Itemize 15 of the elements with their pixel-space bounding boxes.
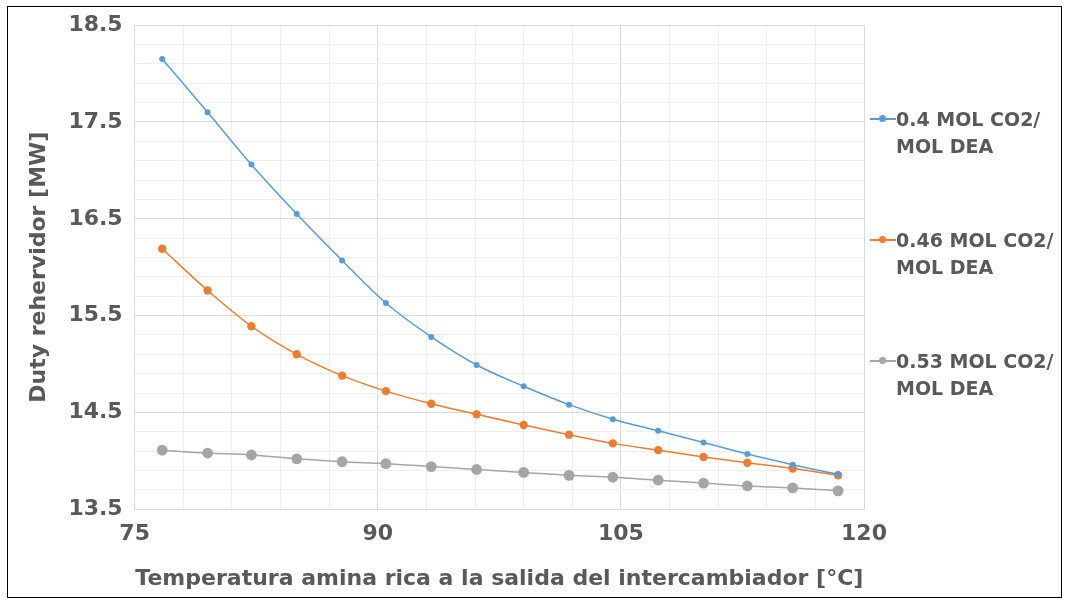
y-axis-title: Duty rehervidor [MW] <box>24 131 50 403</box>
x-tick-label: 120 <box>841 520 887 546</box>
y-tick-label: 18.5 <box>68 10 123 36</box>
legend-label: 0.46 MOL CO2/ MOL DEA <box>896 228 1055 281</box>
x-tick-label: 90 <box>362 520 394 546</box>
x-tick-label: 105 <box>597 520 644 546</box>
y-tick-label: 16.5 <box>68 204 123 230</box>
legend-label: 0.4 MOL CO2/ MOL DEA <box>896 107 1042 160</box>
legend-label: 0.53 MOL CO2/ MOL DEA <box>896 349 1055 402</box>
x-tick-label: 75 <box>119 520 150 546</box>
y-tick-label: 17.5 <box>68 107 123 133</box>
y-tick-label: 14.5 <box>68 398 123 424</box>
y-tick-label: 15.5 <box>68 301 123 327</box>
y-tick-label: 13.5 <box>68 494 123 520</box>
x-axis-title: Temperatura amina rica a la salida del intercambiador [°C] <box>135 564 864 590</box>
